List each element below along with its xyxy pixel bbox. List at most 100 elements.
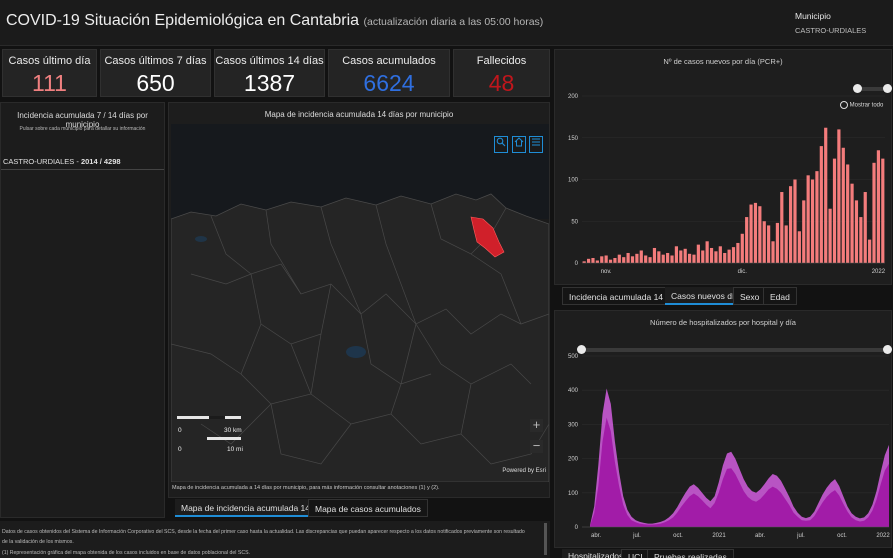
hospital-slider-track[interactable] (581, 348, 889, 352)
bar[interactable] (591, 257, 595, 263)
bar[interactable] (661, 254, 665, 263)
bar[interactable] (872, 162, 876, 263)
bar[interactable] (652, 247, 657, 263)
search-icon[interactable] (494, 136, 508, 153)
bar[interactable] (841, 147, 845, 263)
bar[interactable] (617, 254, 621, 263)
tab-sexo[interactable]: Sexo (733, 287, 767, 305)
bar[interactable] (657, 251, 661, 263)
bar[interactable] (709, 247, 714, 263)
bar[interactable] (639, 250, 643, 263)
bar[interactable] (714, 251, 718, 263)
bar[interactable] (859, 217, 863, 263)
bar[interactable] (582, 261, 586, 263)
bar[interactable] (683, 248, 687, 263)
tab-incidencia-14[interactable]: Incidencia acumulada 14 días (562, 287, 689, 305)
bar[interactable] (753, 202, 758, 263)
hospital-slider-handle-left[interactable] (577, 345, 586, 354)
zoom-out-button[interactable]: − (530, 439, 543, 453)
bar[interactable] (705, 241, 709, 263)
bar[interactable] (701, 250, 705, 263)
tab-hospitalizados[interactable]: Hospitalizados (562, 549, 630, 558)
bar[interactable] (635, 253, 639, 263)
bar[interactable] (868, 239, 872, 263)
bar[interactable] (731, 247, 736, 263)
bar[interactable] (881, 158, 885, 263)
bar[interactable] (762, 221, 766, 263)
bar[interactable] (648, 257, 652, 263)
bar[interactable] (600, 256, 604, 263)
bar[interactable] (767, 225, 771, 263)
bar[interactable] (670, 255, 674, 263)
bar[interactable] (595, 260, 599, 263)
bar[interactable] (696, 244, 700, 263)
bar[interactable] (622, 257, 626, 263)
bar[interactable] (644, 255, 648, 263)
bar[interactable] (810, 179, 815, 264)
bar[interactable] (745, 217, 749, 263)
area-lower[interactable] (590, 417, 889, 527)
bar[interactable] (626, 252, 630, 263)
home-icon[interactable] (512, 136, 526, 153)
tab-mapa-incidencia[interactable]: Mapa de incidencia acumulada 14 días (175, 499, 335, 517)
list-icon[interactable] (529, 136, 543, 153)
bar[interactable] (832, 158, 837, 263)
bar[interactable] (797, 231, 801, 263)
bar[interactable] (863, 192, 867, 263)
tab-edad[interactable]: Edad (763, 287, 797, 305)
bar[interactable] (692, 254, 696, 263)
hospital-chart[interactable]: 0 100 200 300 400 500 abr. jul. oct. 2021 abr. jul.… (555, 311, 893, 549)
bar[interactable] (846, 164, 850, 263)
bar[interactable] (674, 246, 679, 263)
bar[interactable] (815, 171, 819, 263)
bar[interactable] (736, 242, 740, 263)
bar[interactable] (850, 183, 854, 263)
cases-chart[interactable]: 0 50 100 150 200 nov. dic. 2022 (555, 50, 893, 286)
footer-scrollbar[interactable] (544, 523, 547, 555)
bar[interactable] (749, 204, 753, 263)
tab-mapa-casos[interactable]: Mapa de casos acumulados (308, 499, 428, 517)
bar[interactable] (666, 252, 670, 263)
bar[interactable] (723, 252, 727, 263)
bar[interactable] (718, 246, 722, 263)
list-item[interactable]: CASTRO-URDIALES - 2014 / 4298 (3, 157, 121, 166)
bar[interactable] (824, 127, 828, 263)
hospital-slider-handle-right[interactable] (883, 345, 892, 354)
tab-uci[interactable]: UCI (621, 549, 650, 558)
bar[interactable] (854, 200, 859, 263)
bar[interactable] (771, 241, 775, 263)
bar[interactable] (837, 129, 841, 263)
show-all-button[interactable]: Mostrar todo (840, 101, 883, 109)
scale-bar (177, 416, 241, 440)
map-canvas[interactable]: 0 30 km 0 10 mi Powered by Esri + − (171, 124, 549, 482)
bar[interactable] (727, 249, 731, 263)
castro-urdiales-region[interactable] (470, 216, 505, 258)
bar[interactable] (793, 179, 797, 264)
bar[interactable] (780, 192, 784, 263)
tab-casos-nuevos[interactable]: Casos nuevos día (665, 287, 746, 305)
bar[interactable] (828, 208, 832, 263)
bar[interactable] (586, 258, 591, 263)
bar[interactable] (679, 250, 683, 263)
range-slider-handle-left[interactable] (853, 84, 862, 93)
bar[interactable] (802, 200, 806, 263)
x-tick-label: jul. (632, 533, 641, 539)
municipio-selector[interactable]: CASTRO-URDIALES (795, 26, 867, 35)
bar[interactable] (784, 225, 788, 263)
range-slider-track[interactable] (858, 87, 890, 91)
bar[interactable] (613, 257, 617, 263)
bar[interactable] (788, 186, 793, 263)
bar[interactable] (876, 150, 881, 263)
bar[interactable] (687, 253, 692, 263)
bar[interactable] (819, 146, 823, 263)
bar[interactable] (806, 175, 810, 263)
zoom-in-button[interactable]: + (530, 418, 543, 432)
bar[interactable] (630, 256, 635, 263)
bar[interactable] (604, 255, 608, 263)
bar[interactable] (758, 206, 762, 263)
range-slider-handle-right[interactable] (883, 84, 892, 93)
bar[interactable] (775, 222, 780, 263)
bar[interactable] (608, 259, 613, 263)
tab-pruebas[interactable]: Pruebas realizadas (647, 549, 734, 558)
bar[interactable] (740, 233, 744, 263)
